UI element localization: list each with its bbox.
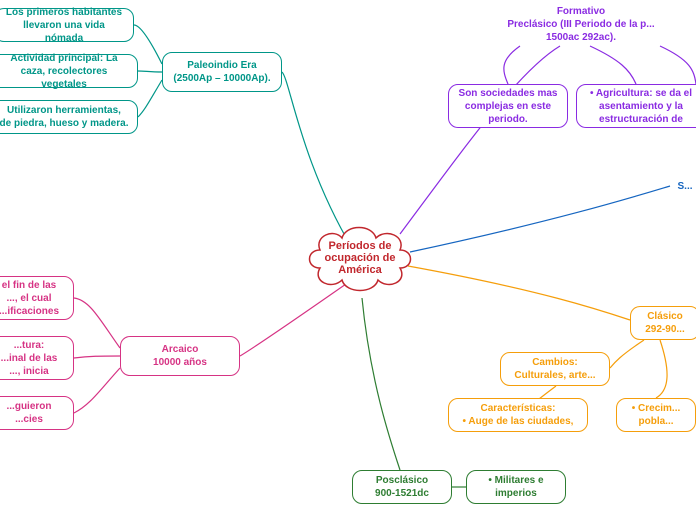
node-a1[interactable]: el fin de las..., el cual...ificaciones [0,276,74,320]
node-arcaico[interactable]: Arcaico10000 años [120,336,240,376]
node-sdot[interactable]: S... [670,174,696,198]
node-posclasico[interactable]: Posclásico900-1521dc [352,470,452,504]
center-label: Períodos deocupación deAmérica [325,240,396,276]
node-paleo[interactable]: Paleoindio Era(2500Ap – 10000Ap). [162,52,282,92]
node-p3[interactable]: Utilizaron herramientas,de piedra, hueso… [0,100,138,134]
node-c2[interactable]: Características:• Auge de las ciudades, [448,398,588,432]
node-formativo[interactable]: FormativoPreclásico (III Periodo de la p… [476,2,686,46]
node-c3[interactable]: • Crecim...pobla... [616,398,696,432]
node-clasico[interactable]: Clásico292-90... [630,306,696,340]
node-pc1[interactable]: • Militares eimperios [466,470,566,504]
node-c1[interactable]: Cambios:Culturales, arte... [500,352,610,386]
node-a3[interactable]: ...guieron...cies [0,396,74,430]
node-a2[interactable]: ...tura:...inal de las..., inicia [0,336,74,380]
node-f1[interactable]: Son sociedades mascomplejas en esteperio… [448,84,568,128]
node-p2[interactable]: Actividad principal: Lacaza, recolectore… [0,54,138,88]
node-f2[interactable]: • Agricultura: se da elasentamiento y la… [576,84,696,128]
node-p1[interactable]: Los primeros habitantesllevaron una vida… [0,8,134,42]
center-node[interactable]: Períodos deocupación deAmérica [300,218,420,298]
